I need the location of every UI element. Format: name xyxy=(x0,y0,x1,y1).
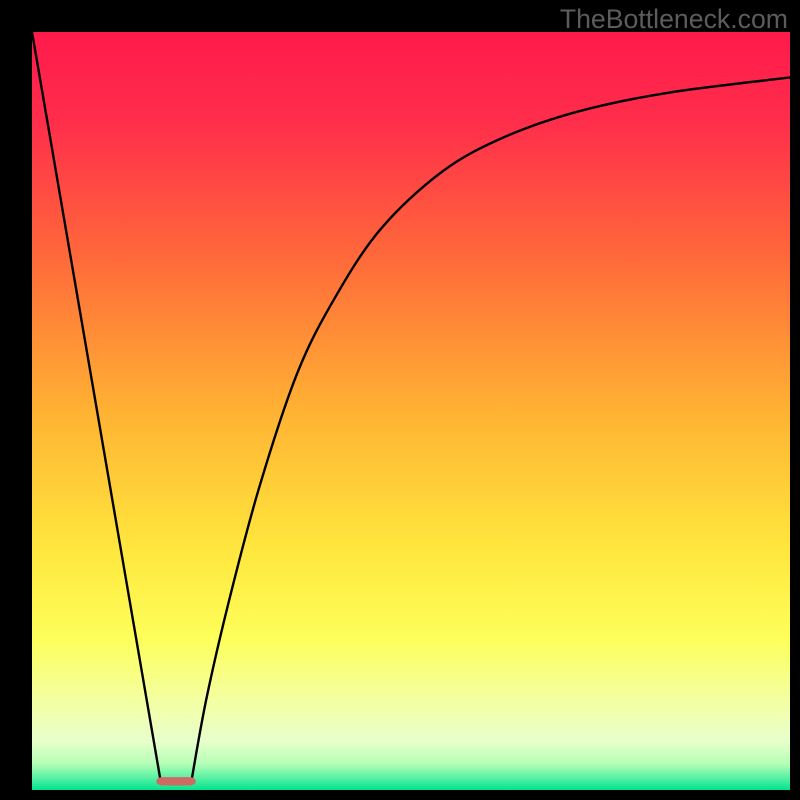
valley-marker xyxy=(156,777,195,785)
chart-svg xyxy=(0,0,800,800)
watermark-text: TheBottleneck.com xyxy=(560,4,788,35)
chart-stage: TheBottleneck.com xyxy=(0,0,800,800)
plot-background xyxy=(32,32,790,790)
